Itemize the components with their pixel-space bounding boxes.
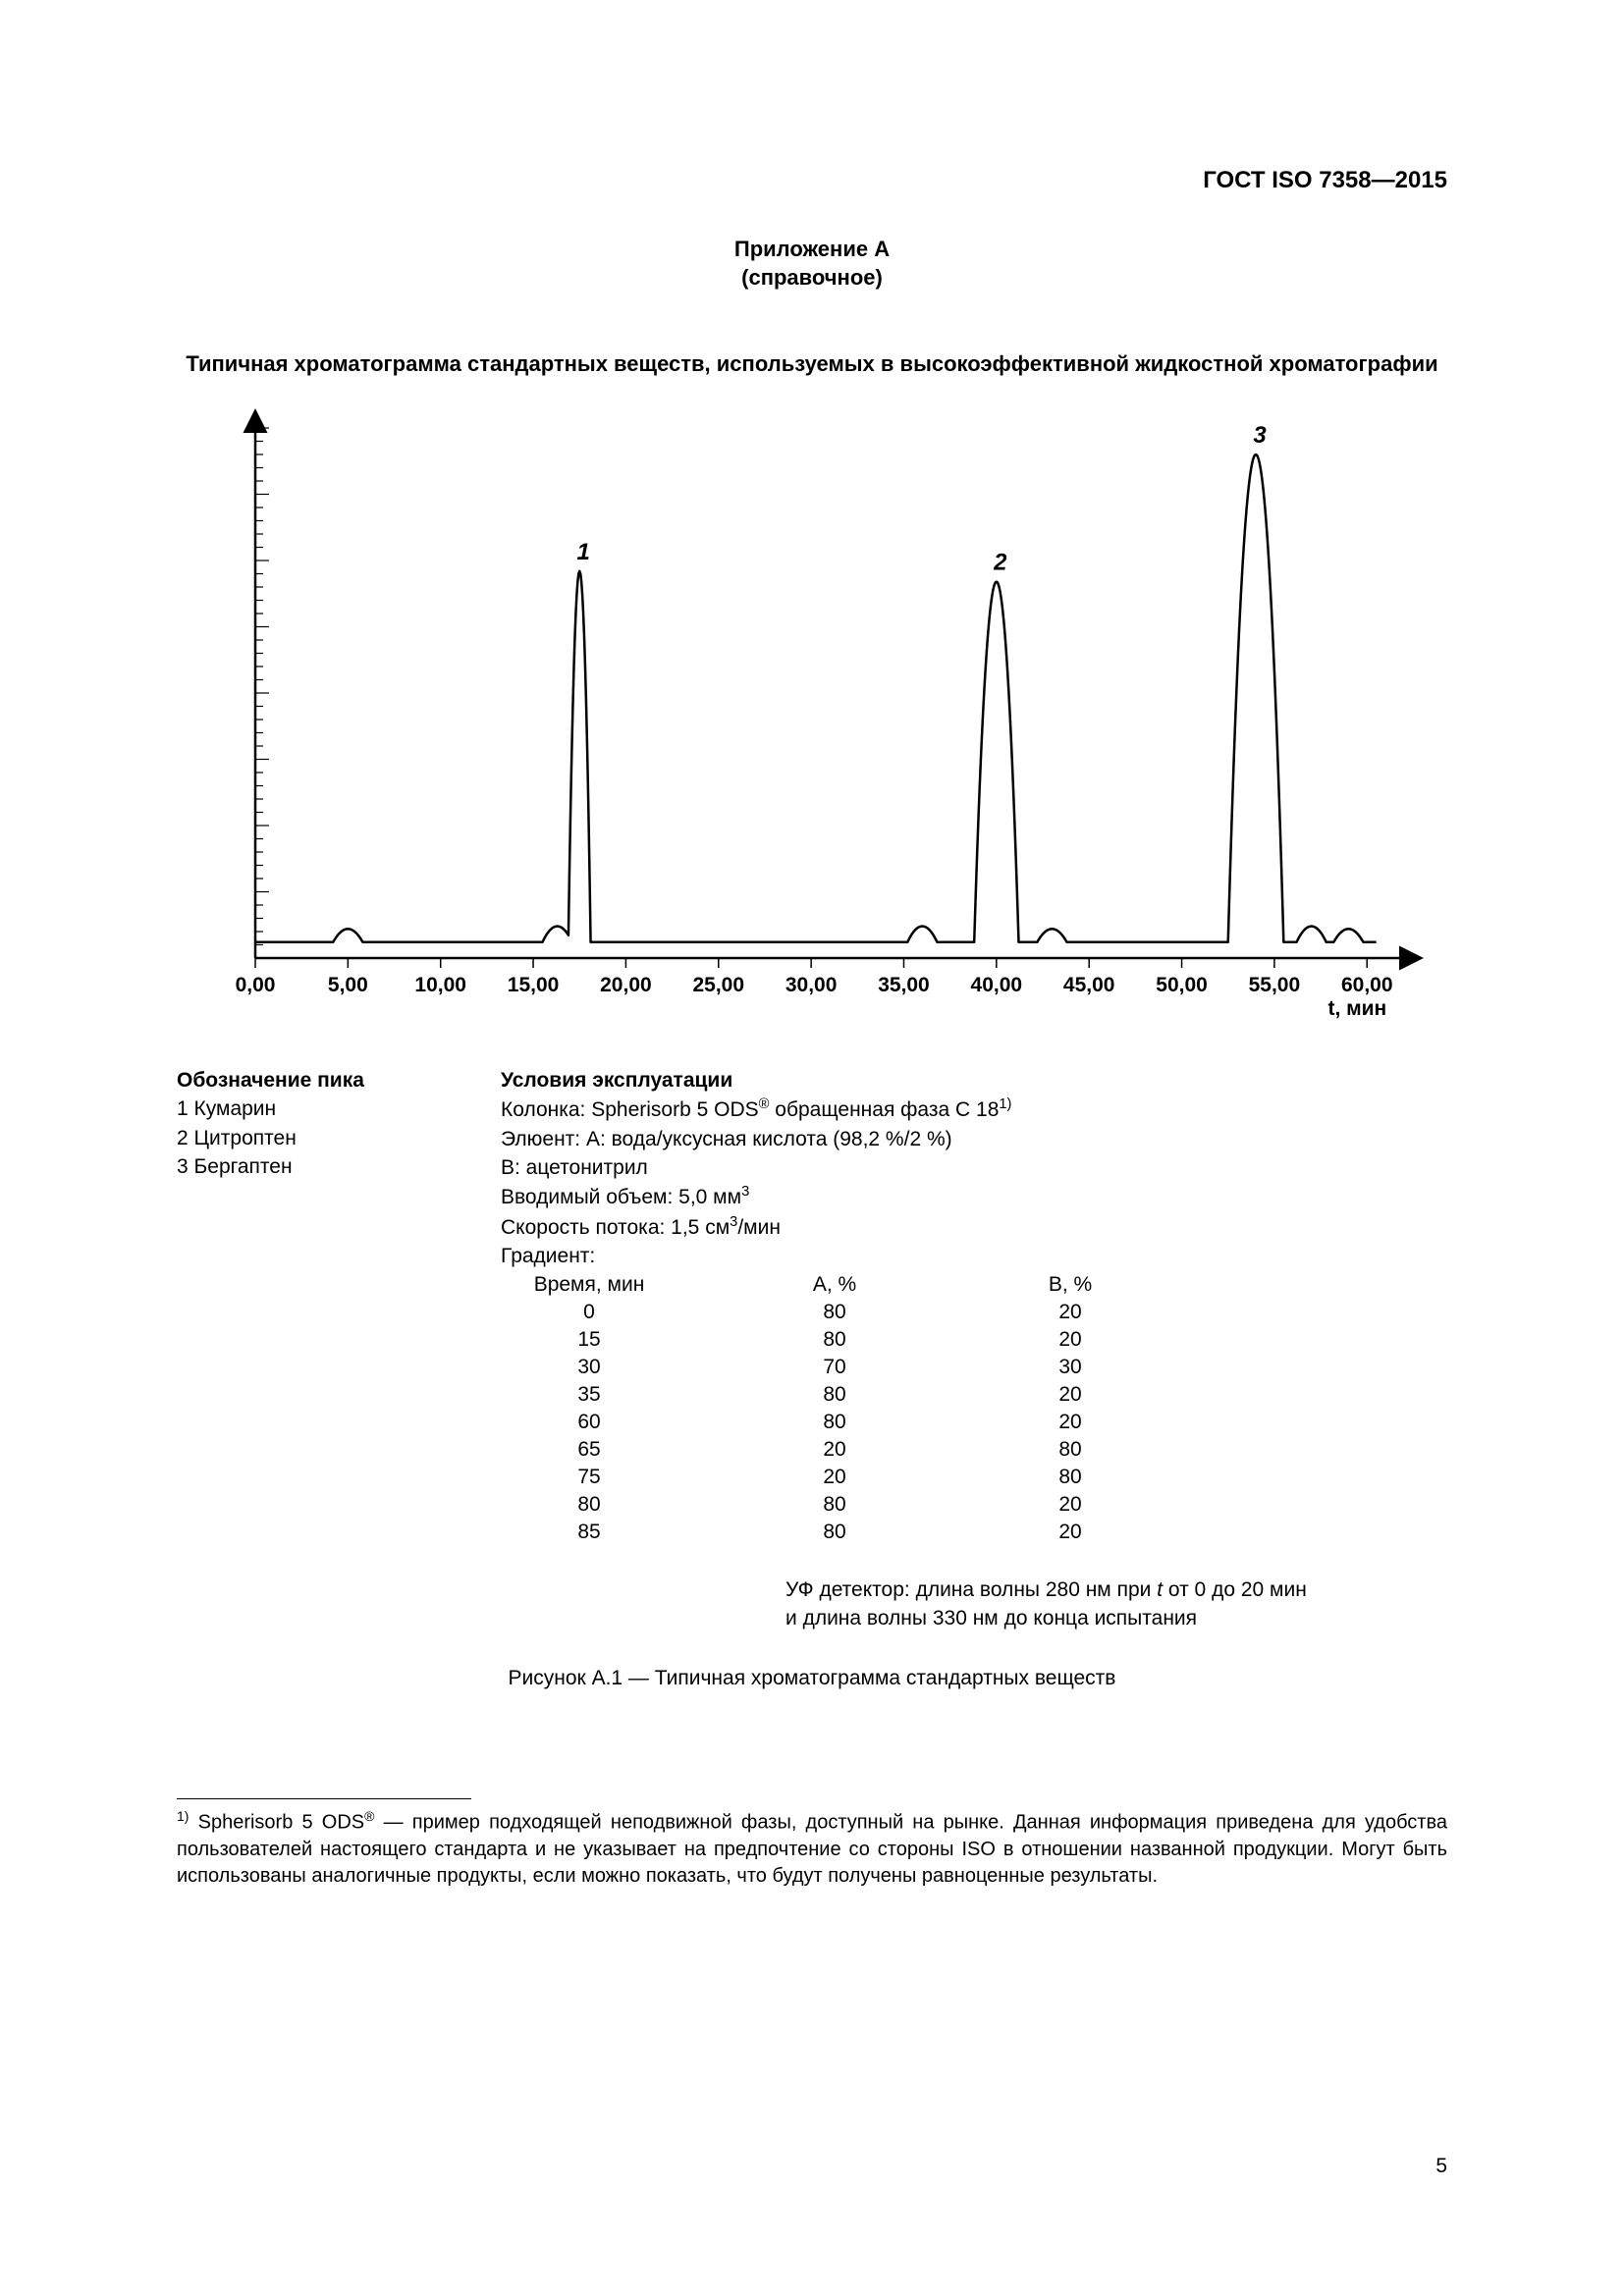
peak-legend-heading: Обозначение пика [177,1066,501,1095]
footnote-prefix: Spherisorb 5 ODS [189,1812,364,1834]
page: ГОСТ ISO 7358—2015 Приложение А (справоч… [0,0,1624,2296]
annex-kind-text: (справочное) [741,265,883,290]
table-cell: 80 [707,1381,962,1409]
conditions-eluent-b: В: ацетонитрил [501,1153,1447,1182]
svg-text:1: 1 [577,539,590,565]
peak-legend-item: 3 Бергаптен [177,1152,501,1181]
svg-text:20,00: 20,00 [600,974,652,996]
svg-text:3: 3 [1253,422,1267,449]
table-cell: 30 [471,1354,707,1381]
svg-text:10,00: 10,00 [414,974,466,996]
table-row: 08020 [471,1299,1178,1326]
table-cell: 20 [962,1381,1178,1409]
figure-caption: Рисунок А.1 — Типичная хроматограмма ста… [177,1667,1447,1690]
table-row: 158020 [471,1326,1178,1354]
svg-text:45,00: 45,00 [1063,974,1115,996]
table-cell: 35 [471,1381,707,1409]
footnote-rule [177,1798,471,1799]
table-cell: 80 [962,1464,1178,1491]
flow-prefix: Скорость потока: 1,5 см [501,1216,730,1239]
footnote-mark: 1) [177,1808,189,1824]
peak-legend-item: 1 Кумарин [177,1095,501,1123]
table-row: 608020 [471,1409,1178,1436]
table-cell: 75 [471,1464,707,1491]
svg-text:30,00: 30,00 [785,974,838,996]
table-cell: 70 [707,1354,962,1381]
footnote-sup: ® [364,1808,374,1824]
conditions-eluent-a: Элюент: А: вода/уксусная кислота (98,2 %… [501,1125,1447,1153]
table-cell: 15 [471,1326,707,1354]
col-prefix: Колонка: Spherisorb 5 ODS [501,1098,759,1121]
chromatogram-svg: 0,00 5,00 10,00 15,00 20,00 25,00 30,00 35,00 40… [196,408,1424,1037]
table-row: 307030 [471,1354,1178,1381]
table-cell: 0 [471,1299,707,1326]
svg-text:0,00: 0,00 [236,974,276,996]
table-header-cell: Время, мин [471,1271,707,1299]
det-line2: и длина волны 330 нм до конца испытания [785,1607,1197,1629]
table-cell: 20 [707,1436,962,1464]
flow-suffix: /мин [737,1216,781,1239]
conditions-gradient-label: Градиент: [501,1242,1447,1270]
table-cell: 80 [707,1299,962,1326]
conditions-column: Колонка: Spherisorb 5 ODS® обращенная фа… [501,1095,1447,1124]
table-cell: 80 [707,1491,962,1519]
page-number: 5 [1435,2155,1447,2178]
table-cell: 30 [962,1354,1178,1381]
gradient-table: Время, минА, %В, %0802015802030703035802… [471,1271,1178,1546]
table-row: 358020 [471,1381,1178,1409]
legend-block: Обозначение пика 1 Кумарин2 Цитроптен3 Б… [177,1066,1447,1271]
footnote-ref: 1) [999,1096,1011,1112]
reg-mark: ® [759,1096,770,1112]
svg-text:25,00: 25,00 [692,974,744,996]
conditions-heading: Условия эксплуатации [501,1066,1447,1095]
conditions-inj-vol: Вводимый объем: 5,0 мм3 [501,1182,1447,1211]
document-id: ГОСТ ISO 7358—2015 [1203,167,1447,194]
svg-text:35,00: 35,00 [878,974,930,996]
table-cell: 65 [471,1436,707,1464]
table-row: 752080 [471,1464,1178,1491]
conditions-flow: Скорость потока: 1,5 см3/мин [501,1212,1447,1242]
table-cell: 80 [962,1436,1178,1464]
figure-title: Типичная хроматограмма стандартных вещес… [177,350,1447,379]
table-row: 808020 [471,1491,1178,1519]
table-row: 652080 [471,1436,1178,1464]
table-row: 858020 [471,1519,1178,1546]
peak-legend: Обозначение пика 1 Кумарин2 Цитроптен3 Б… [177,1066,501,1271]
table-cell: 80 [707,1519,962,1546]
det-line1b: от 0 до 20 мин [1163,1578,1307,1601]
table-cell: 20 [962,1491,1178,1519]
injvol-prefix: Вводимый объем: 5,0 мм [501,1186,741,1208]
table-cell: 20 [707,1464,962,1491]
table-cell: 60 [471,1409,707,1436]
svg-text:t, мин: t, мин [1327,997,1386,1020]
svg-text:50,00: 50,00 [1156,974,1208,996]
table-cell: 80 [707,1409,962,1436]
svg-text:2: 2 [993,549,1007,575]
svg-text:60,00: 60,00 [1341,974,1393,996]
table-cell: 20 [962,1326,1178,1354]
detector-note: УФ детектор: длина волны 280 нм при t от… [785,1575,1447,1633]
table-header-cell: В, % [962,1271,1178,1299]
chromatogram-chart: 0,00 5,00 10,00 15,00 20,00 25,00 30,00 35,00 40… [196,408,1447,1041]
table-header-row: Время, минА, %В, % [471,1271,1178,1299]
footnote: 1) Spherisorb 5 ODS® — пример подходящей… [177,1807,1447,1890]
table-cell: 80 [471,1491,707,1519]
svg-text:40,00: 40,00 [971,974,1023,996]
peak-legend-item: 2 Цитроптен [177,1124,501,1152]
svg-text:55,00: 55,00 [1249,974,1301,996]
table-cell: 85 [471,1519,707,1546]
conditions: Условия эксплуатации Колонка: Spherisorb… [501,1066,1447,1271]
svg-text:5,00: 5,00 [328,974,368,996]
injvol-sup: 3 [741,1184,749,1200]
table-cell: 20 [962,1409,1178,1436]
table-header-cell: А, % [707,1271,962,1299]
table-cell: 20 [962,1299,1178,1326]
annex-heading: Приложение А (справочное) [177,236,1447,292]
table-cell: 20 [962,1519,1178,1546]
col-suffix: обращенная фаза С 18 [769,1098,999,1121]
det-line1a: УФ детектор: длина волны 280 нм при [785,1578,1157,1601]
svg-text:15,00: 15,00 [508,974,560,996]
annex-label-text: Приложение А [734,237,890,261]
table-cell: 80 [707,1326,962,1354]
